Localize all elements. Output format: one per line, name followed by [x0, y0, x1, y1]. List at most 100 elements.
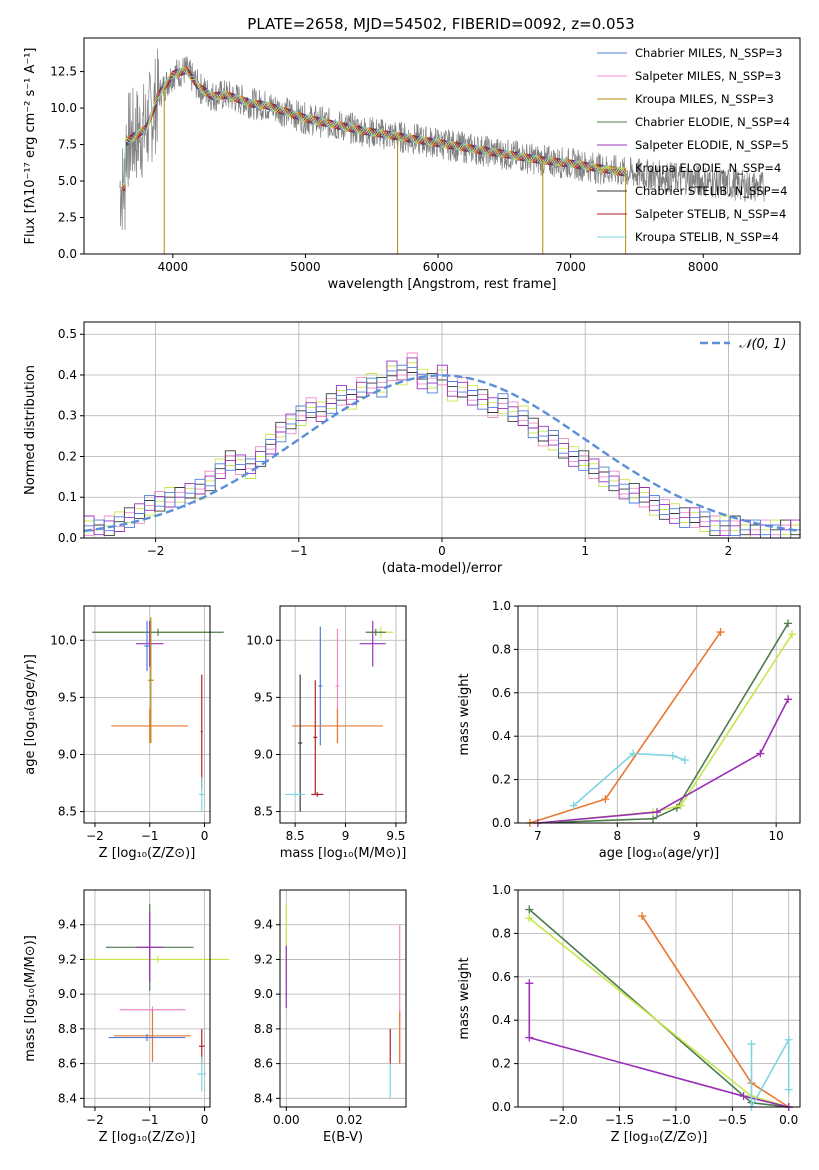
- y-tick-label: 0.0: [492, 816, 511, 830]
- x-axis-label: age [log₁₀(age/yr)]: [599, 846, 720, 861]
- y-tick-label: 0.4: [58, 368, 77, 382]
- y-tick-label: 0.2: [58, 449, 77, 463]
- panel-spectrum: 4000 5000 6000 7000 8000 0.0 2.5 5.0 7.5 10.0 12.5…: [23, 37, 801, 292]
- panel-mass-vs-Z: −2 −1 0 8.4 8.6 8.8 9.0 9.2 9.4 Z [log₁₀(Z/Z⊙)] ma…: [23, 889, 230, 1145]
- axes-frame: [517, 889, 801, 1108]
- panel-residuals: −2 −1 0 1 2 0.0 0.1 0.2 0.3 0.4 0.5 (data-model)/er…: [23, 321, 801, 576]
- figure-title: PLATE=2658, MJD=54502, FIBERID=0092, z=0…: [247, 15, 634, 33]
- weight-marker: [784, 619, 793, 628]
- y-tick-label: 0.8: [492, 926, 511, 940]
- x-tick-label: −1.0: [661, 1113, 690, 1127]
- axes-frame: [83, 321, 801, 539]
- y-tick-label: 0.5: [58, 327, 77, 341]
- y-tick-label: 7.5: [58, 138, 77, 152]
- weight-marker: [756, 749, 765, 758]
- weight-marker: [788, 630, 797, 639]
- y-tick-label: 10.0: [50, 633, 77, 647]
- y-tick-label: 9.4: [254, 918, 273, 932]
- y-tick-label: 9.0: [58, 747, 77, 761]
- weight-marker: [525, 979, 534, 988]
- legend-label: 𝒩(0, 1): [739, 337, 786, 352]
- x-axis-label: Z [log₁₀(Z/Z⊙)]: [611, 1130, 708, 1145]
- x-tick-label: 0: [438, 544, 446, 558]
- weight-marker: [525, 914, 534, 923]
- x-tick-label: 7: [534, 829, 542, 843]
- y-tick-label: 9.0: [254, 747, 273, 761]
- x-tick-label: −2: [86, 829, 104, 843]
- panel-weight-vs-age: 7 8 9 10 0.0 0.2 0.4 0.6 0.8 1.0 age [log₁₀(age/yr…: [457, 599, 801, 861]
- weight-line: [573, 752, 686, 807]
- weight-line: [528, 917, 789, 1108]
- y-tick-label: 8.4: [254, 1091, 273, 1105]
- x-axis-label: (data-model)/error: [382, 561, 503, 576]
- legend-label: Salpeter ELODIE, N_SSP=5: [635, 138, 789, 152]
- x-tick-label: −1: [141, 1113, 159, 1127]
- y-tick-label: 1.0: [492, 883, 511, 897]
- x-tick-label: 8: [613, 829, 621, 843]
- x-tick-label: 2: [725, 544, 733, 558]
- weight-line: [528, 908, 789, 1108]
- x-tick-label: 9.5: [386, 829, 405, 843]
- y-tick-label: 8.8: [254, 1022, 273, 1036]
- y-tick-label: 0.8: [492, 642, 511, 656]
- panel-age-vs-mass: 8.5 9 9.5 8.5 9.0 9.5 10.0 mass [log₁₀(M/M⊙)]: [246, 605, 407, 861]
- x-tick-label: 8000: [688, 260, 719, 274]
- legend-label: Kroupa MILES, N_SSP=3: [635, 92, 774, 106]
- x-tick-label: 10: [769, 829, 784, 843]
- weight-line: [537, 698, 789, 824]
- x-tick-label: −2: [86, 1113, 104, 1127]
- x-tick-label: 5000: [290, 260, 321, 274]
- y-tick-label: 0.0: [58, 247, 77, 261]
- y-tick-label: 10.0: [246, 633, 273, 647]
- y-tick-label: 9.0: [254, 987, 273, 1001]
- y-tick-label: 9.2: [58, 952, 77, 966]
- y-tick-label: 0.0: [492, 1100, 511, 1114]
- x-tick-label: 6000: [423, 260, 454, 274]
- y-tick-label: 8.6: [254, 1057, 273, 1071]
- y-tick-label: 9.0: [58, 987, 77, 1001]
- x-tick-label: 7000: [555, 260, 586, 274]
- weight-marker: [716, 628, 725, 637]
- x-tick-label: 0.0: [779, 1113, 798, 1127]
- weight-marker: [668, 751, 677, 760]
- y-tick-label: 8.6: [58, 1057, 77, 1071]
- model-spectrum: [122, 67, 627, 185]
- axes-frame: [83, 889, 211, 1108]
- weight-marker: [784, 1035, 793, 1044]
- gaussian-curve: [83, 374, 801, 533]
- weight-marker: [601, 795, 610, 804]
- y-tick-label: 0.3: [58, 409, 77, 423]
- y-tick-label: 10.0: [50, 101, 77, 115]
- y-axis-label: age [log₁₀(age/yr)]: [23, 654, 38, 775]
- x-axis-label: mass [log₁₀(M/M⊙)]: [280, 846, 407, 861]
- y-tick-label: 9.4: [58, 918, 77, 932]
- y-axis-label: Normed distribution: [23, 365, 38, 495]
- x-tick-label: −2.0: [549, 1113, 578, 1127]
- legend-label: Salpeter MILES, N_SSP=3: [635, 69, 781, 83]
- y-tick-label: 9.5: [58, 690, 77, 704]
- model-spectrum: [122, 67, 627, 188]
- y-tick-label: 0.2: [492, 773, 511, 787]
- x-axis-label: Z [log₁₀(Z/Z⊙)]: [99, 1130, 196, 1145]
- x-tick-label: −2: [147, 544, 165, 558]
- y-tick-label: 0.4: [492, 729, 511, 743]
- x-tick-label: 4000: [158, 260, 189, 274]
- x-tick-label: 1: [581, 544, 589, 558]
- y-tick-label: 12.5: [50, 65, 77, 79]
- panel-mass-vs-EBV: 0.00 0.02 8.4 8.6 8.8 9.0 9.2 9.4 E(B-V): [254, 889, 407, 1145]
- x-tick-label: 0: [201, 1113, 209, 1127]
- panel-age-vs-Z: −2 −1 0 8.5 9.0 9.5 10.0 Z [log₁₀(Z/Z⊙)] age [lo…: [23, 605, 224, 861]
- y-tick-label: 9.5: [254, 690, 273, 704]
- x-tick-label: −1.5: [605, 1113, 634, 1127]
- x-tick-label: −1: [290, 544, 308, 558]
- weight-marker: [525, 905, 534, 914]
- weight-marker: [653, 808, 662, 817]
- y-tick-label: 8.5: [254, 805, 273, 819]
- axes-frame: [279, 605, 407, 824]
- weight-marker: [569, 801, 578, 810]
- x-tick-label: 0.00: [273, 1113, 300, 1127]
- y-tick-label: 0.0: [58, 531, 77, 545]
- weight-line: [528, 983, 789, 1108]
- y-tick-label: 2.5: [58, 211, 77, 225]
